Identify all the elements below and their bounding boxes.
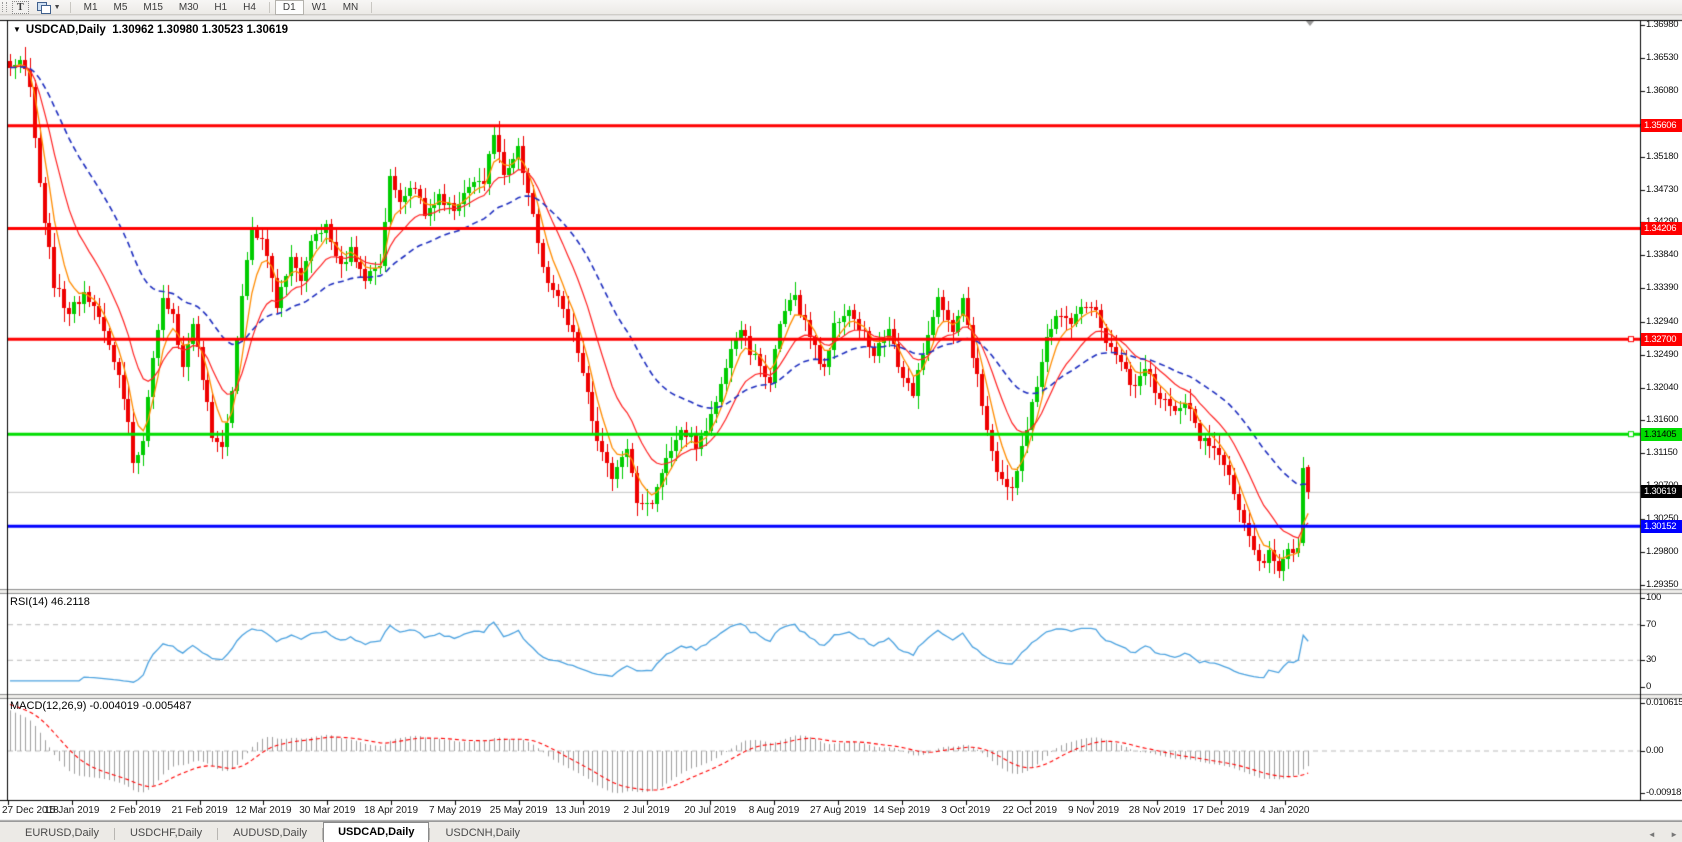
- date-tick-label: 15 Jan 2019: [44, 805, 100, 816]
- rsi-indicator-label: RSI(14) 46.2118: [10, 596, 90, 608]
- current-price-badge: 1.30619: [1641, 485, 1682, 499]
- date-tick-label: 28 Nov 2019: [1128, 805, 1186, 816]
- chart-title-ohlc: 1.30962 1.30980 1.30523 1.30619: [112, 24, 289, 36]
- tab-usdcnh-daily[interactable]: USDCNH,Daily: [445, 827, 521, 839]
- date-tick-label: 3 Oct 2019: [941, 805, 991, 816]
- price-tick-label: 1.31600: [1646, 413, 1679, 425]
- date-tick-label: 21 Feb 2019: [171, 805, 228, 816]
- date-tick-label: 4 Jan 2020: [1260, 805, 1310, 816]
- date-tick-label: 25 May 2019: [489, 805, 548, 816]
- price-tick-label: 1.34290: [1646, 216, 1682, 227]
- tab-usdchf-daily[interactable]: USDCHF,Daily: [129, 827, 203, 839]
- macd-scale-label: 0.010615: [1646, 696, 1682, 708]
- chevron-down-icon[interactable]: ▼: [53, 3, 61, 11]
- macd-indicator-label: MACD(12,26,9) -0.004019 -0.005487: [10, 700, 192, 712]
- hline-price-badge: 1.32700: [1641, 332, 1682, 346]
- price-tick-label: 1.29800: [1646, 545, 1679, 557]
- date-tick-label: 14 Sep 2019: [873, 805, 931, 816]
- rsi-scale-label: 30: [1646, 654, 1656, 666]
- date-tick-label: 8 Aug 2019: [748, 805, 800, 816]
- tab-scroll-arrows: ◄ ►: [1636, 830, 1678, 839]
- date-tick-label: 12 Mar 2019: [235, 805, 292, 816]
- date-tick-label: 7 May 2019: [428, 805, 482, 816]
- date-tick-label: 27 Dec 2018: [2, 805, 59, 816]
- price-tick-label: 1.29350: [1646, 579, 1679, 590]
- date-tick-label: 20 Jul 2019: [684, 805, 737, 816]
- chart-title: ▼ USDCAD,Daily 1.30962 1.30980 1.30523 1.…: [13, 24, 288, 36]
- hline-price-badge: 1.35606: [1641, 119, 1682, 133]
- rsi-scale-label: 0: [1646, 681, 1651, 692]
- hline-price-badge: 1.30152: [1641, 519, 1682, 533]
- timeframe-button-m5[interactable]: M5: [113, 1, 128, 13]
- hline-price-badge: 1.34206: [1641, 222, 1682, 236]
- timeframe-button-mn[interactable]: MN: [342, 1, 359, 13]
- tab-scroll-left-icon[interactable]: ◄: [1647, 830, 1656, 839]
- rsi-scale-label: 70: [1646, 618, 1656, 630]
- tab-separator: [113, 828, 115, 840]
- date-tick-label: 22 Oct 2019: [1002, 805, 1058, 816]
- price-tick-label: 1.32490: [1646, 348, 1679, 360]
- toolbar-separator: [371, 1, 373, 13]
- timeframe-group: M1 M5 M15 M30 H1 H4 D1 W1 MN: [76, 0, 367, 15]
- date-tick-label: 2 Jul 2019: [623, 805, 670, 816]
- chart-title-symbol: USDCAD,Daily: [25, 24, 106, 36]
- price-tick-label: 1.36530: [1646, 52, 1679, 64]
- date-tick-label: 2 Feb 2019: [110, 805, 161, 816]
- timeframe-button-h1[interactable]: H1: [214, 1, 228, 13]
- tab-audusd-daily[interactable]: AUDUSD,Daily: [233, 827, 308, 839]
- date-tick-label: 9 Nov 2019: [1067, 805, 1120, 816]
- price-tick-label: 1.32040: [1646, 381, 1679, 393]
- price-tick-label: 1.33390: [1646, 282, 1679, 294]
- price-tick-label: 1.31150: [1646, 446, 1678, 458]
- text-tool-button[interactable]: T: [12, 0, 29, 14]
- timeframe-button-w1[interactable]: W1: [311, 1, 327, 13]
- tab-usdcad-daily[interactable]: USDCAD,Daily: [323, 822, 430, 842]
- tab-separator: [217, 828, 219, 840]
- date-tick-label: 13 Jun 2019: [555, 805, 611, 816]
- chart-layout-icon[interactable]: [36, 1, 51, 14]
- tab-eurusd-daily[interactable]: EURUSD,Daily: [25, 827, 99, 839]
- date-tick-label: 30 Mar 2019: [299, 805, 356, 816]
- timeframe-button-m15[interactable]: M15: [143, 1, 163, 13]
- tab-scroll-right-icon[interactable]: ►: [1670, 830, 1678, 839]
- date-tick-label: 27 Aug 2019: [810, 805, 867, 816]
- price-tick-label: 1.36980: [1646, 19, 1679, 30]
- date-tick-label: 17 Dec 2019: [1192, 805, 1250, 816]
- price-tick-label: 1.34730: [1646, 184, 1679, 196]
- price-tick-label: 1.30250: [1646, 512, 1679, 524]
- collapse-triangle-icon[interactable]: ▼: [13, 25, 21, 34]
- timeframe-button-d1[interactable]: D1: [274, 0, 304, 15]
- price-tick-label: 1.36080: [1646, 85, 1679, 97]
- chart-tab-bar: EURUSD,Daily USDCHF,Daily AUDUSD,Daily USDC…: [0, 821, 1682, 842]
- toolbar-drag-handle[interactable]: [2, 2, 7, 12]
- price-tick-label: 1.33840: [1646, 249, 1679, 261]
- tab-separator: [429, 828, 431, 840]
- date-tick-label: 18 Apr 2019: [364, 805, 419, 816]
- timeframe-button-h4[interactable]: H4: [243, 1, 256, 13]
- tab-separator: [322, 828, 324, 840]
- macd-scale-label: -0.00918: [1646, 786, 1682, 798]
- price-tick-label: 1.35180: [1646, 151, 1679, 163]
- timeframe-button-m1[interactable]: M1: [83, 1, 98, 13]
- toolbar: T ▼ M1 M5 M15 M30 H1 H4 D1 W1 MN: [0, 0, 1682, 15]
- hline-price-badge: 1.31405: [1641, 427, 1682, 441]
- rsi-scale-label: 100: [1646, 592, 1661, 603]
- price-tick-label: 1.32940: [1646, 315, 1679, 327]
- macd-scale-label: 0.00: [1646, 745, 1664, 756]
- timeframe-button-m30[interactable]: M30: [178, 1, 199, 13]
- toolbar-separator: [69, 1, 71, 13]
